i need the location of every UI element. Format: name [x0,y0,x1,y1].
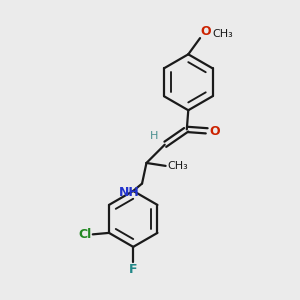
Text: F: F [129,263,137,276]
Text: CH₃: CH₃ [167,161,188,171]
Text: NH: NH [119,186,140,199]
Text: O: O [209,125,220,138]
Text: CH₃: CH₃ [212,29,233,39]
Text: H: H [150,131,158,141]
Text: Cl: Cl [78,228,91,241]
Text: O: O [201,25,211,38]
